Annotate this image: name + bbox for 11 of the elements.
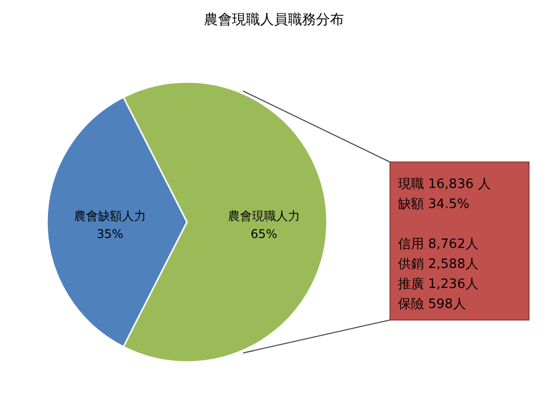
text: 保險 598人 [398, 297, 466, 312]
data-label: 35% [96, 227, 124, 241]
slice-label: 農會缺額人力 [74, 209, 146, 223]
text: 缺額 34.5% [398, 197, 470, 212]
text: 供銷 2,588人 [398, 257, 478, 272]
data-label: 65% [250, 227, 278, 241]
chart-title: 農會現職人員職務分布 [204, 12, 344, 28]
text: 信用 8,762人 [398, 237, 478, 252]
text: 推廣 1,236人 [398, 277, 478, 292]
text: 現職 16,836 人 [398, 177, 491, 192]
slice-label: 農會現職人力 [228, 209, 300, 223]
